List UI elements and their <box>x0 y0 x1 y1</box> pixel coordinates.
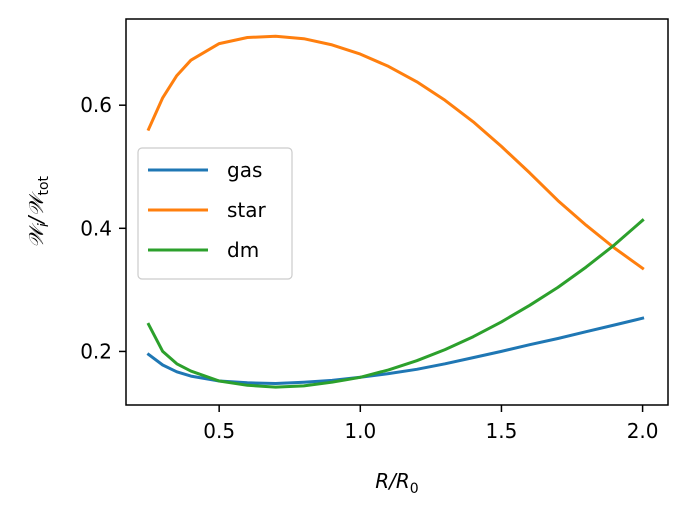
legend-label-star: star <box>227 198 267 222</box>
legend-items: gas star dm <box>148 158 267 262</box>
series-layer <box>146 34 645 389</box>
x-axis-label-subscript: 0 <box>410 481 419 497</box>
x-tick-label: 0.5 <box>203 419 235 443</box>
x-tick-label: 2.0 <box>627 419 659 443</box>
y-tick-label: 0.4 <box>80 216 112 240</box>
plot-frame <box>125 18 669 406</box>
x-tick-label: 1.0 <box>344 419 376 443</box>
x-tick-label: 1.5 <box>486 419 518 443</box>
y-tick-label: 0.2 <box>80 339 112 363</box>
legend-label-gas: gas <box>227 158 262 182</box>
y-axis-label-slash-w: /𝒲 <box>24 190 48 225</box>
legend-box <box>137 147 293 280</box>
y-axis-label-sub-i: i <box>36 223 52 227</box>
series-line-star <box>146 34 645 271</box>
y-axis-ticks: 0.2 0.4 0.6 <box>80 93 126 363</box>
legend: gas star dm <box>137 147 293 280</box>
legend-label-dm: dm <box>227 238 259 262</box>
y-axis-label-sub-tot: tot <box>36 175 52 195</box>
y-tick-label: 0.6 <box>80 93 112 117</box>
x-axis-label-main: R/R <box>375 469 410 493</box>
series-line-gas <box>146 316 645 385</box>
x-axis-ticks: 0.5 1.0 1.5 2.0 <box>203 405 659 443</box>
series-line-dm <box>146 218 645 389</box>
y-axis-label: 𝒲i/𝒲tot <box>24 175 52 248</box>
x-axis-label: R/R0 <box>375 469 418 497</box>
